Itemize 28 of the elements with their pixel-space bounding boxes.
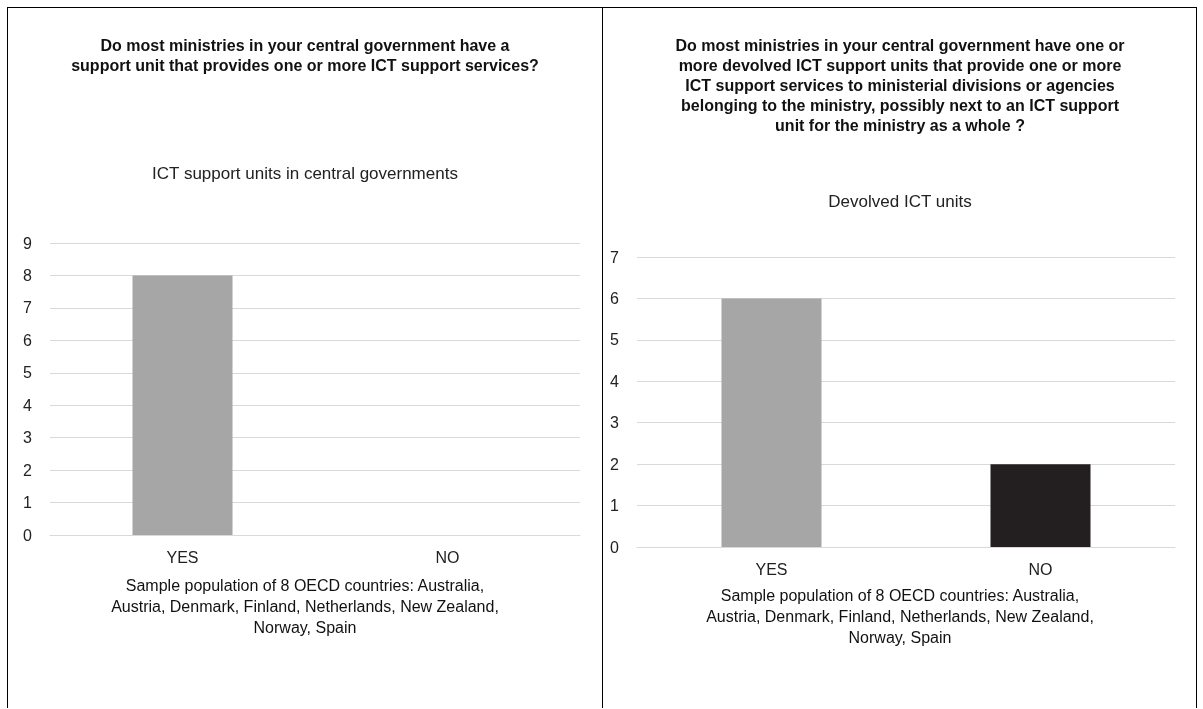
y-tick-label: 1	[610, 497, 620, 515]
y-tick-label: 3	[610, 414, 620, 432]
y-tick-label: 5	[610, 331, 620, 349]
x-tick-label: YES	[755, 560, 788, 578]
y-tick-label: 4	[610, 372, 620, 390]
y-tick-label: 8	[23, 266, 33, 284]
y-tick-label: 0	[610, 538, 620, 556]
y-tick-label: 3	[23, 429, 33, 447]
x-tick-label: NO	[1028, 560, 1053, 578]
y-tick-label: 9	[23, 234, 33, 252]
x-tick-label: YES	[166, 548, 199, 566]
y-tick-label: 2	[610, 455, 620, 473]
chart-title: Do most ministries in your central government have one or more devolved ICT support units that provide one or more ICT support services to ministerial divisions or agencies belonging to the ministry, possibly next to an ICT support unit for the ministry as a whole ?	[674, 36, 1126, 136]
y-tick-label: 7	[23, 299, 33, 317]
y-tick-label: 7	[610, 248, 620, 266]
chart-subtitle: ICT support units in central governments	[152, 164, 458, 183]
y-tick-label: 1	[23, 494, 33, 512]
text: Sample population of 8 OECD countries: Australia, Austria, Denmark, Finland, Netherlands, New Zealand, Norway, Spain	[110, 576, 500, 638]
text: Sample population of 8 OECD countries: Australia, Austria, Denmark, Finland, Netherlands, New Zealand, Norway, Spain	[705, 586, 1095, 648]
chart-subtitle: Devolved ICT units	[828, 192, 972, 211]
chart-title: Do most ministries in your central government have a support unit that provides one or more ICT support services?	[70, 36, 540, 76]
x-tick-label: NO	[435, 548, 460, 566]
y-tick-label: 4	[23, 396, 33, 414]
y-tick-label: 6	[610, 289, 620, 307]
y-tick-label: 2	[23, 461, 33, 479]
y-tick-label: 0	[23, 526, 33, 544]
y-tick-label: 6	[23, 331, 33, 349]
y-tick-label: 5	[23, 364, 33, 382]
